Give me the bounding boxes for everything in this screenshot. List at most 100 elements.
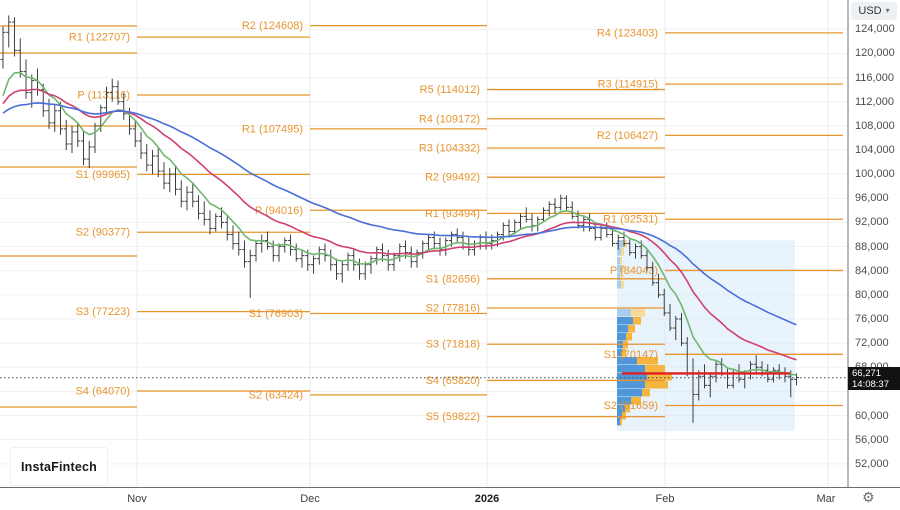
pivot-label: R2 (99492) — [425, 172, 480, 184]
pivot-label: S2 (90377) — [76, 227, 130, 239]
volume-profile-buy-bar — [617, 257, 620, 265]
volume-profile-buy-bar — [617, 357, 637, 365]
pivot-label: R3 (114915) — [598, 79, 658, 91]
volume-profile-sell-bar — [620, 273, 622, 281]
price-tick-label: 80,000 — [855, 288, 889, 301]
volume-profile-sell-bar — [622, 349, 626, 357]
volume-profile-buy-bar — [617, 418, 620, 426]
volume-profile-sell-bar — [625, 405, 630, 413]
volume-profile-buy-bar — [617, 309, 631, 317]
current-price-badge: 66,271 14:08:37 — [848, 366, 900, 390]
volume-profile-buy-bar — [617, 281, 621, 289]
price-tick-label: 100,000 — [855, 168, 895, 181]
price-tick-label: 108,000 — [855, 119, 895, 132]
pivot-label: S1 (76903) — [249, 308, 303, 320]
price-tick-label: 72,000 — [855, 337, 889, 350]
pivot-label: S2 (77816) — [426, 303, 480, 315]
currency-dropdown[interactable]: USD ▾ — [851, 2, 897, 20]
pivot-label: R2 (106427) — [597, 130, 658, 142]
pivot-label: R3 (104332) — [419, 142, 480, 154]
pivot-label: S4 (64070) — [76, 385, 130, 397]
pivot-label: R4 (123403) — [597, 27, 658, 39]
instafintech-watermark: InstaFintech — [10, 447, 108, 486]
price-tick-label: 124,000 — [855, 23, 895, 36]
volume-profile-sell-bar — [621, 281, 624, 289]
pivot-label: S4 (65820) — [426, 375, 480, 387]
pivot-label: S1 (70147) — [604, 349, 658, 361]
volume-profile-buy-bar — [617, 248, 621, 256]
volume-profile-sell-bar — [631, 309, 645, 317]
price-tick-label: 112,000 — [855, 95, 894, 108]
pivot-label: R5 (114012) — [420, 84, 480, 96]
price-tick-label: 56,000 — [855, 433, 889, 446]
pivot-label: P (84043) — [610, 265, 658, 277]
volume-profile-sell-bar — [622, 412, 626, 420]
volume-profile-buy-bar — [617, 365, 645, 373]
volume-profile-buy-bar — [617, 333, 626, 341]
current-price-time: 14:08:37 — [852, 378, 889, 390]
price-tick-label: 96,000 — [855, 192, 889, 205]
price-chart-canvas[interactable]: R1 (122707) P (113116) S1 (99965) S2 (90377… — [0, 0, 847, 487]
price-tick-label: 120,000 — [855, 47, 895, 60]
volume-profile-sell-bar — [622, 265, 625, 273]
price-tick-label: 116,000 — [855, 71, 894, 84]
volume-profile-buy-bar — [617, 349, 622, 357]
volume-profile-sell-bar — [645, 365, 665, 373]
pivot-label: S3 (77223) — [76, 306, 130, 318]
pivot-label: R2 (124608) — [242, 20, 303, 32]
time-tick-label: Mar — [816, 493, 836, 505]
current-price-value: 66,271 — [852, 367, 882, 379]
volume-profile-buy-bar — [617, 405, 625, 413]
time-tick-label: Nov — [127, 493, 147, 505]
volume-profile-sell-bar — [637, 357, 658, 365]
ema-fast-line — [2, 71, 797, 376]
volume-profile-buy-bar — [617, 325, 628, 333]
pivot-label: P (94016) — [255, 205, 303, 217]
pivot-label: S2 (63424) — [249, 389, 303, 401]
time-tick-label: 2026 — [474, 493, 500, 505]
volume-profile-buy-bar — [617, 381, 645, 389]
value-area-box — [617, 240, 795, 432]
volume-profile-sell-bar — [620, 418, 622, 426]
price-tick-label: 88,000 — [855, 240, 889, 253]
volume-profile-buy-bar — [617, 240, 623, 248]
volume-profile-buy-bar — [617, 273, 620, 281]
pivot-label: S5 (59822) — [426, 411, 480, 423]
pivot-label: R1 (93494) — [425, 208, 480, 220]
volume-profile-sell-bar — [647, 373, 672, 381]
pivot-label: S1 (82656) — [426, 273, 480, 285]
volume-profile-sell-bar — [633, 317, 641, 325]
volume-profile-buy-bar — [617, 265, 622, 273]
price-tick-label: 60,000 — [855, 409, 889, 422]
volume-profile-buy-bar — [617, 412, 622, 420]
price-tick-label: 104,000 — [855, 144, 895, 156]
price-tick-label: 76,000 — [855, 312, 889, 325]
volume-profile-buy-bar — [617, 389, 642, 397]
pivot-label: S3 (71818) — [426, 339, 480, 351]
pivot-label: R1 (107495) — [242, 123, 303, 135]
volume-profile-buy-bar — [617, 373, 647, 381]
price-tick-label: 92,000 — [855, 216, 889, 229]
volume-profile-buy-bar — [617, 317, 633, 325]
time-axis[interactable]: Nov Dec 2026 Feb Mar — [0, 487, 900, 510]
price-tick-label: 84,000 — [855, 264, 889, 277]
volume-profile-sell-bar — [628, 325, 635, 333]
pivot-label: R4 (109172) — [419, 113, 480, 125]
price-axis[interactable]: 124,000 120,000 116,000 112,000 108,000 104,0… — [847, 0, 900, 487]
pivot-label: R1 (92531) — [603, 214, 658, 226]
currency-label: USD — [858, 5, 882, 17]
volume-profile-sell-bar — [626, 333, 632, 341]
pivot-label: S1 (99965) — [76, 169, 130, 181]
price-tick-label: 52,000 — [855, 457, 889, 470]
pivot-label: P (113116) — [77, 89, 130, 101]
volume-profile-sell-bar — [620, 257, 622, 265]
volume-profile-buy-bar — [617, 397, 631, 405]
chart-area[interactable]: R1 (122707) P (113116) S1 (99965) S2 (90377… — [0, 0, 847, 487]
time-tick-label: Feb — [655, 493, 675, 505]
settings-gear-icon[interactable]: ⚙ — [862, 489, 875, 505]
ema-slow-line — [2, 102, 797, 326]
ema-mid-line — [2, 88, 797, 361]
chevron-down-icon: ▾ — [885, 6, 890, 15]
pivot-label: R1 (122707) — [69, 32, 130, 44]
